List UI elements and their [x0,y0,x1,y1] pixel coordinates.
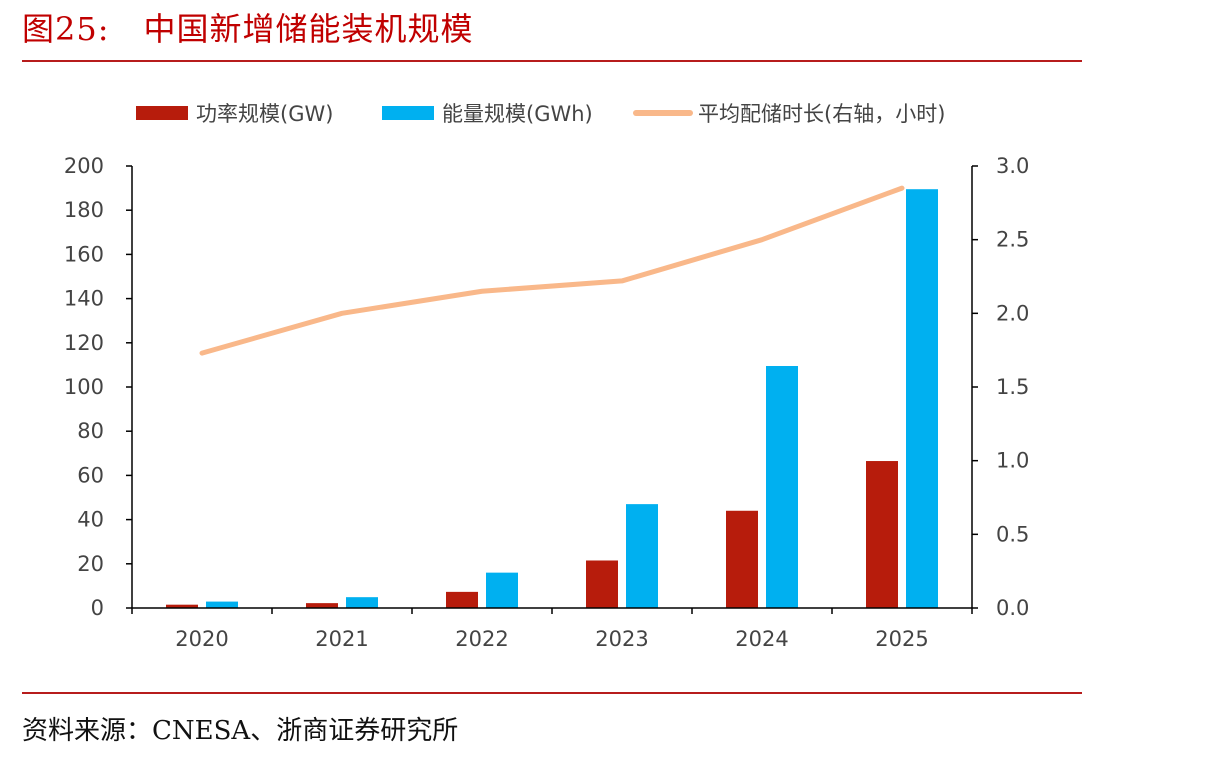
figure-number: 图25: [22,10,110,48]
x-tick-label-2022: 2022 [455,627,508,651]
bottom-rule [22,692,1082,694]
legend-swatch-energy [382,106,434,120]
bar-energy-2021 [346,597,378,608]
bar-power-2024 [726,510,758,608]
bar-power-2021 [306,603,338,608]
bar-power-2025 [866,461,898,608]
x-tick-label-2023: 2023 [595,627,648,651]
source-note: 资料来源：CNESA、浙商证券研究所 [22,716,459,746]
top-rule [22,60,1082,62]
legend-swatch-power [136,106,188,120]
bar-energy-2020 [206,601,238,608]
y-left-tick-label: 80 [77,419,104,443]
y-right-tick-label: 0.5 [996,522,1029,546]
y-left-tick-label: 140 [64,287,104,311]
y-left-tick-label: 20 [77,552,104,576]
legend-label-energy: 能量规模(GWh) [442,102,593,126]
y-left-tick-label: 100 [64,375,104,399]
x-tick-label-2020: 2020 [175,627,228,651]
figure-title-text: 中国新增储能装机规模 [143,10,474,48]
y-right-tick-label: 1.0 [996,449,1029,473]
bar-energy-2024 [766,366,798,608]
bar-energy-2022 [486,572,518,608]
bar-power-2022 [446,591,478,608]
y-right-tick-label: 0.0 [996,596,1029,620]
x-tick-label-2025: 2025 [875,627,928,651]
legend: 功率规模(GW) 能量规模(GWh) 平均配储时长(右轴，小时) [136,102,945,126]
bar-energy-2023 [626,504,658,608]
y-left-tick-label: 0 [91,596,104,620]
x-tick-label-2024: 2024 [735,627,788,651]
y-left-tick-label: 160 [64,242,104,266]
y-left-tick-label: 120 [64,331,104,355]
figure-title: 图25: 中国新增储能装机规模 [22,4,474,50]
y-right-tick-label: 3.0 [996,154,1029,178]
legend-label-power: 功率规模(GW) [196,102,333,126]
y-left-tick-label: 180 [64,198,104,222]
bar-power-2023 [586,560,618,608]
bar-energy-2025 [906,189,938,608]
x-tick-label-2021: 2021 [315,627,368,651]
y-left-tick-label: 60 [77,463,104,487]
duration-line [199,185,905,356]
chart-area: 功率规模(GW) 能量规模(GWh) 平均配储时长(右轴，小时) 0 20 40 60 80… [64,102,1030,651]
y-left-tick-label: 40 [77,508,104,532]
y-right-tick-label: 2.5 [996,228,1029,252]
axes-layer: 0 20 40 60 80 100 120 140 160 180 200 0.0 0.5 1.0 1.5 2… [64,154,1030,651]
bar-power-2020 [166,604,198,608]
bars-layer [166,189,938,608]
y-right-tick-label: 1.5 [996,375,1029,399]
legend-label-duration: 平均配储时长(右轴，小时) [698,102,945,126]
y-left-tick-label: 200 [64,154,104,178]
line-layer [199,185,905,356]
y-right-tick-label: 2.0 [996,301,1029,325]
